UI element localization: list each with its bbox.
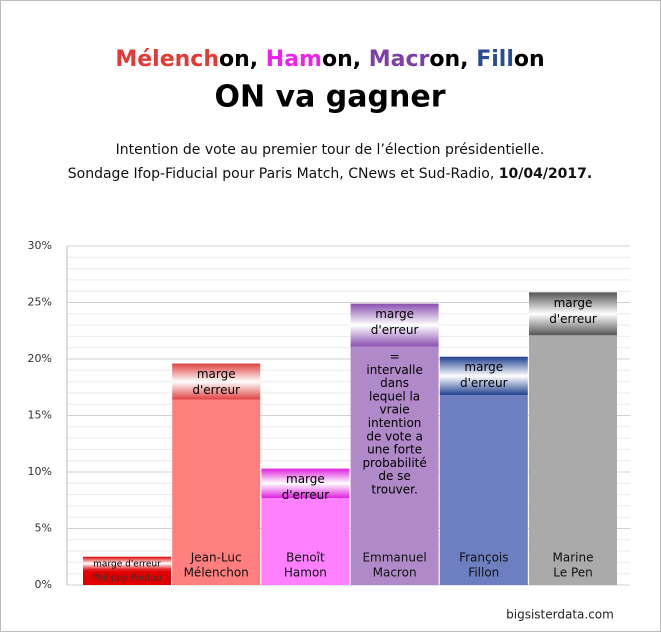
bar — [172, 399, 261, 585]
error-label: d'erreur — [282, 488, 330, 502]
title-part: Fill — [476, 47, 514, 72]
annotation: trouver. — [371, 483, 417, 497]
x-tick-label: Emmanuel — [362, 551, 426, 565]
y-tick-label: 20% — [28, 352, 52, 365]
y-tick-label: 30% — [28, 239, 52, 252]
annotation: de vote a — [366, 429, 423, 443]
x-tick-label: Fillon — [468, 566, 499, 580]
error-label: marge — [286, 472, 325, 486]
bar — [261, 497, 350, 585]
annotation: probabilité — [362, 456, 426, 470]
bar — [350, 346, 439, 585]
error-band — [83, 556, 171, 571]
y-tick-label: 0% — [35, 578, 52, 591]
x-tick-label: Marine — [553, 551, 594, 565]
bar — [529, 335, 617, 585]
x-tick-label: François — [459, 551, 508, 565]
annotation: lequel la — [369, 389, 420, 403]
error-label: marge — [197, 367, 236, 381]
error-label: d'erreur — [192, 383, 240, 397]
title: Mélenchon, Hamon, Macron, Fillon — [115, 47, 544, 72]
title-line-2: ON va gagner — [215, 80, 446, 115]
annotation: vraie — [380, 403, 410, 417]
error-label: marge — [554, 296, 593, 310]
error-label: d'erreur — [371, 323, 419, 337]
error-label: d'erreur — [549, 312, 597, 326]
y-tick-label: 10% — [28, 465, 52, 478]
x-tick-label: Mélenchon — [184, 566, 249, 580]
annotation: dans — [380, 376, 409, 390]
x-tick-label: Le Pen — [553, 566, 592, 580]
x-tick-label: Hamon — [284, 566, 327, 580]
y-tick-label: 15% — [28, 409, 52, 422]
y-tick-label: 25% — [28, 296, 52, 309]
annotation: intention — [368, 416, 422, 430]
error-label-part: d'erreur — [125, 559, 161, 569]
x-tick-label: Philippe Poutou — [92, 574, 162, 584]
bar — [83, 570, 171, 585]
annotation: une forte — [367, 443, 422, 457]
x-tick-label: Jean-Luc — [190, 551, 242, 565]
annotation: de se — [378, 469, 410, 483]
title-part: on, — [322, 47, 369, 72]
error-label: marge — [464, 360, 503, 374]
bar — [439, 395, 528, 585]
y-tick-label: 5% — [35, 522, 52, 535]
annotation: intervalle — [366, 363, 422, 377]
title-part: on, — [429, 47, 476, 72]
subtitle: Intention de vote au premier tour de l’é… — [116, 142, 545, 158]
x-tick-label: Benoît — [286, 551, 325, 565]
subtitle-part: Intention de vote au premier tour de l’é… — [116, 142, 545, 158]
error-band — [529, 292, 617, 336]
error-label-part: marge — [93, 559, 123, 569]
error-band — [439, 356, 528, 396]
error-band — [350, 303, 439, 347]
subtitle: Sondage Ifop-Fiducial pour Paris Match, … — [68, 166, 592, 182]
source: bigsisterdata.com — [506, 608, 614, 622]
title-part: on, — [219, 47, 266, 72]
x-tick-label: Macron — [373, 566, 417, 580]
error-label: d'erreur — [460, 376, 508, 390]
title-part: Mélench — [115, 47, 219, 72]
error-band — [261, 468, 350, 498]
error-band — [172, 363, 261, 400]
error-label: marge d'erreur — [93, 559, 161, 569]
annotation: = — [390, 350, 400, 364]
error-label: marge — [375, 307, 414, 321]
title-part: Macr — [369, 47, 430, 72]
subtitle-part: 10/04/2017. — [499, 166, 592, 182]
title-part: on — [514, 47, 545, 72]
subtitle-part: Sondage Ifop-Fiducial pour Paris Match, … — [68, 166, 499, 182]
title-part: Ham — [266, 47, 322, 72]
